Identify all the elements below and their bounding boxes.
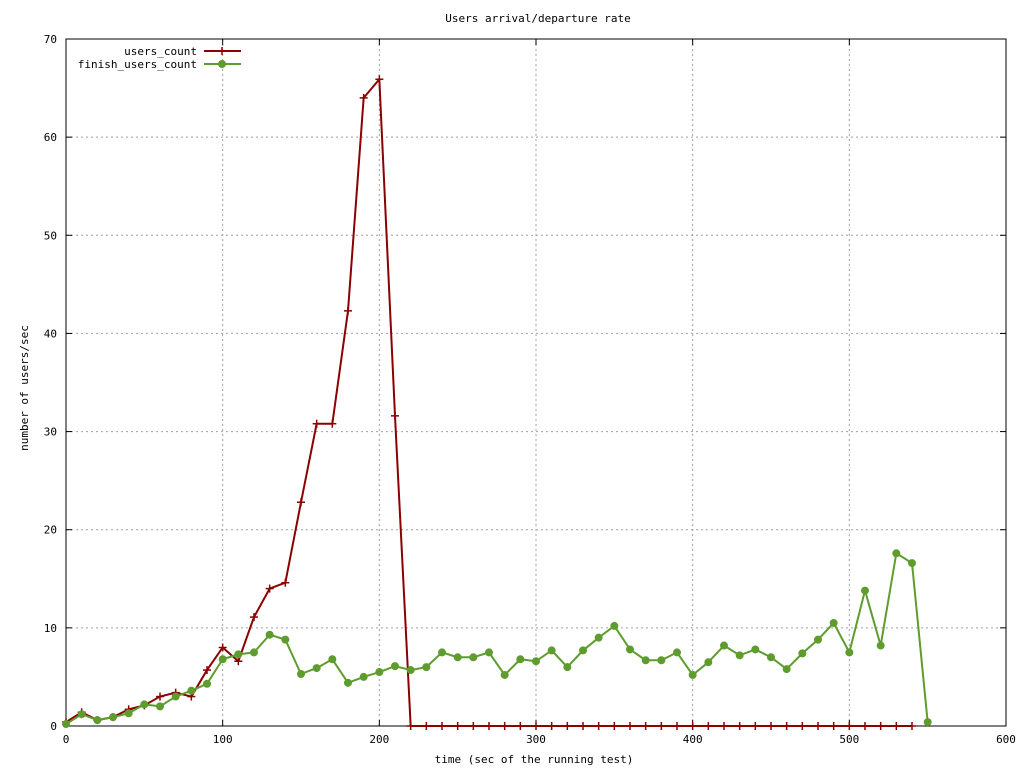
circle-marker: [673, 648, 681, 657]
circle-marker: [109, 713, 117, 722]
circle-marker: [798, 649, 807, 658]
circle-marker: [62, 720, 70, 729]
circle-marker: [93, 716, 102, 725]
circle-marker: [782, 665, 791, 674]
series-finish-users-count: [62, 549, 932, 729]
circle-marker: [892, 549, 901, 558]
x-tick-label: 200: [369, 733, 389, 746]
circle-marker: [391, 662, 399, 671]
chart-title: Users arrival/departure rate: [445, 12, 630, 25]
circle-marker: [281, 635, 290, 644]
y-tick-label: 20: [44, 524, 57, 537]
circle-marker: [485, 648, 493, 657]
legend-entry: users_count: [124, 45, 241, 58]
circle-marker: [720, 641, 728, 650]
circle-marker: [923, 718, 932, 727]
series-line: [65, 78, 912, 727]
circle-marker: [218, 60, 226, 68]
y-tick-label: 10: [44, 622, 57, 635]
circle-marker: [312, 664, 321, 673]
circle-marker: [626, 645, 634, 654]
circle-marker: [469, 653, 478, 662]
circle-marker: [704, 658, 713, 667]
circle-marker: [406, 666, 415, 675]
y-tick-label: 60: [44, 131, 57, 144]
x-tick-label: 500: [839, 733, 859, 746]
circle-marker: [218, 655, 227, 664]
x-tick-label: 100: [213, 733, 233, 746]
circle-marker: [861, 586, 869, 595]
circle-marker: [344, 678, 352, 687]
circle-marker: [140, 700, 149, 709]
legend-label: finish_users_count: [78, 58, 197, 71]
circle-marker: [375, 668, 384, 677]
circle-marker: [579, 646, 587, 655]
legend-entry: finish_users_count: [78, 58, 241, 71]
y-tick-label: 0: [50, 720, 57, 733]
circle-marker: [876, 641, 885, 650]
y-tick-label: 40: [44, 327, 57, 340]
grid: [66, 39, 1006, 726]
circle-marker: [438, 648, 446, 657]
y-tick-label: 30: [44, 426, 57, 439]
axes: [65, 38, 1007, 727]
circle-marker: [124, 709, 133, 718]
circle-marker: [657, 656, 666, 665]
circle-marker: [171, 692, 180, 701]
x-tick-label: 0: [63, 733, 70, 746]
circle-marker: [735, 651, 744, 660]
series-layer: [62, 75, 932, 730]
circle-marker: [532, 657, 540, 666]
x-tick-label: 300: [526, 733, 546, 746]
circle-marker: [688, 670, 697, 679]
circle-marker: [77, 710, 86, 719]
circle-marker: [767, 653, 775, 662]
circle-marker: [594, 633, 603, 642]
y-tick-label: 50: [44, 229, 57, 242]
circle-marker: [156, 702, 164, 711]
circle-marker: [359, 672, 368, 681]
circle-marker: [234, 650, 243, 659]
circle-marker: [814, 635, 822, 644]
tick-labels: 0 100 200 300 400 500 600 0 10 20 30 40 50 60 70: [44, 33, 1016, 746]
circle-marker: [547, 646, 556, 655]
circle-marker: [250, 648, 258, 657]
x-axis-label: time (sec of the running test): [435, 753, 634, 766]
circle-marker: [422, 663, 431, 672]
circle-marker: [203, 679, 211, 688]
circle-marker: [500, 670, 509, 679]
y-tick-label: 70: [44, 33, 57, 46]
y-axis-label: number of users/sec: [18, 325, 31, 451]
x-tick-label: 400: [683, 733, 703, 746]
legend-label: users_count: [124, 45, 197, 58]
circle-marker: [453, 653, 462, 662]
circle-marker: [265, 630, 274, 639]
series-users-count: [62, 75, 916, 730]
plot-frame: [65, 38, 1007, 727]
circle-marker: [328, 655, 337, 664]
circle-marker: [845, 648, 854, 657]
x-tick-label: 600: [996, 733, 1016, 746]
circle-marker: [610, 621, 619, 630]
series-line: [65, 552, 929, 725]
circle-marker: [187, 686, 196, 695]
circle-marker: [516, 655, 525, 664]
circle-marker: [908, 559, 916, 568]
circle-marker: [563, 663, 572, 672]
circle-marker: [829, 618, 838, 627]
circle-marker: [297, 669, 305, 678]
circle-marker: [641, 656, 650, 665]
circle-marker: [751, 645, 760, 654]
